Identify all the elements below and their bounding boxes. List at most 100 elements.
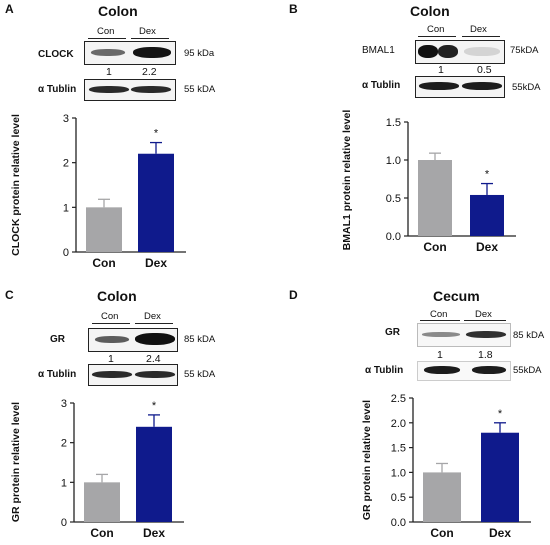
y-tick-label: 0.5 [386, 193, 401, 205]
bar-con [418, 160, 452, 236]
panel-a-lane-dex: Dex [139, 26, 156, 37]
x-tick-label: Dex [489, 526, 511, 540]
y-tick-label: 0 [61, 517, 67, 529]
panel-c-lane-dex: Dex [144, 311, 161, 322]
y-tick-label: 2.5 [391, 393, 406, 405]
y-tick-label: 1.0 [386, 155, 401, 167]
panel-d-ratio-dex: 1.8 [478, 349, 493, 361]
panel-b-bar-chart: 0.0 0.5 1.0 1.5 Con * Dex BMAL1 protein relativ… [341, 110, 516, 254]
panel-d-lane-dex-underline [464, 320, 506, 321]
significance-marker: * [154, 128, 159, 140]
panel-a-blot-label-tubulin: α Tublin [38, 84, 77, 95]
panel-b-tubulin-band-con [419, 82, 459, 90]
panel-c-blot-label-tubulin: α Tublin [38, 369, 77, 380]
panel-a-kda-target: 95 kDa [184, 48, 215, 59]
y-tick-label: 2 [63, 158, 69, 170]
x-tick-label: Con [92, 256, 115, 270]
panel-c-ratio-dex: 2.4 [146, 353, 161, 365]
panel-a-letter: A [5, 2, 14, 16]
y-tick-label: 0.0 [386, 231, 401, 243]
bar-dex [481, 432, 519, 522]
panel-b-target-band-con-1 [418, 45, 438, 58]
panel-c-lane-con: Con [101, 311, 119, 322]
y-axis-title: GR protein relative level [10, 402, 22, 522]
y-tick-label: 1 [63, 202, 69, 214]
bar-dex [470, 194, 504, 236]
panel-b-target-blot [415, 40, 505, 64]
panel-b-tubulin-band-dex [462, 82, 502, 90]
x-tick-label: Dex [476, 240, 498, 254]
panel-a-ratio-con: 1 [106, 66, 112, 78]
panel-a-tissue-title: Colon [98, 3, 138, 19]
bar-con [84, 482, 120, 522]
y-tick-label: 1.5 [386, 117, 401, 129]
x-tick-label: Con [90, 526, 113, 540]
panel-a-blot-label-target: CLOCK [38, 49, 74, 60]
bar-con [86, 207, 122, 252]
significance-marker: * [152, 400, 157, 412]
panel-d-lane-con-underline [420, 320, 460, 321]
y-tick-label: 0.5 [391, 492, 406, 504]
panel-a-target-blot [84, 41, 176, 65]
panel-b-target-band-con-2 [438, 45, 458, 58]
panel-d-tubulin-band-dex [472, 366, 506, 374]
panel-d-target-band-con [422, 332, 460, 337]
panel-c-tubulin-band-con [92, 371, 132, 378]
y-tick-label: 0 [63, 247, 69, 259]
significance-marker: * [498, 408, 503, 420]
panel-c-kda-tubulin: 55 kDA [184, 369, 216, 380]
panel-b-lane-con-underline [418, 36, 456, 37]
panel-a-lane-con: Con [97, 26, 115, 37]
bar-dex [136, 426, 172, 522]
panel-b-kda-tubulin: 55kDA [512, 82, 541, 93]
y-tick-label: 1 [61, 477, 67, 489]
x-tick-label: Con [430, 526, 453, 540]
panel-d-tubulin-band-con [424, 366, 460, 374]
panel-c-letter: C [5, 288, 14, 302]
panel-b-lane-dex-underline [462, 36, 500, 37]
panel-c-bar-chart: 0 1 2 3 Con * Dex GR protein relative level [10, 398, 184, 540]
panel-a-tubulin-band-dex [131, 86, 171, 93]
y-tick-label: 0.0 [391, 517, 406, 529]
panel-d-tubulin-blot [417, 361, 511, 381]
y-tick-label: 3 [63, 113, 69, 125]
panel-c-tubulin-blot [88, 364, 178, 386]
panel-d-lane-con: Con [430, 309, 448, 320]
panel-c-tubulin-band-dex [135, 371, 175, 378]
panel-a-target-band-dex [133, 47, 171, 58]
y-axis-title: CLOCK protein relative level [10, 114, 22, 256]
x-tick-label: Con [423, 240, 446, 254]
significance-marker: * [485, 169, 490, 181]
panel-a-target-band-con [91, 49, 125, 56]
panel-c-target-band-con [95, 336, 129, 343]
panel-c-lane-con-underline [92, 323, 130, 324]
y-tick-label: 3 [61, 398, 67, 410]
panel-b-kda-target: 75kDA [510, 45, 539, 56]
panel-b-lane-con: Con [427, 24, 445, 35]
panel-d-kda-tubulin: 55kDA [513, 365, 542, 376]
panel-b-tissue-title: Colon [410, 3, 450, 19]
panel-c-lane-dex-underline [135, 323, 173, 324]
panel-d-target-band-dex [466, 331, 506, 338]
panel-b-letter: B [289, 2, 298, 16]
y-axis-title: BMAL1 protein relative level [341, 110, 353, 251]
panel-a-kda-tubulin: 55 kDA [184, 84, 216, 95]
panel-a-tubulin-blot [84, 79, 176, 101]
panel-a-tubulin-band-con [89, 86, 129, 93]
panel-d-blot-label-tubulin: α Tublin [365, 365, 404, 376]
panel-c-tissue-title: Colon [97, 288, 137, 304]
panel-c-target-band-dex [135, 333, 175, 345]
panel-b-lane-dex: Dex [470, 24, 487, 35]
panel-a-ratio-dex: 2.2 [142, 66, 157, 78]
panel-d-kda-target: 85 kDA [513, 330, 545, 341]
y-tick-label: 1.0 [391, 467, 406, 479]
y-tick-label: 2.0 [391, 418, 406, 430]
panel-a-bar-chart: 0 1 2 3 Con * Dex CLOCK protein relative level [10, 113, 186, 270]
y-tick-label: 1.5 [391, 443, 406, 455]
panel-d-tissue-title: Cecum [433, 288, 480, 304]
panel-b-tubulin-blot [415, 76, 505, 98]
panel-d-ratio-con: 1 [437, 349, 443, 361]
panel-b-target-band-dex [464, 47, 500, 56]
panel-d-letter: D [289, 288, 298, 302]
